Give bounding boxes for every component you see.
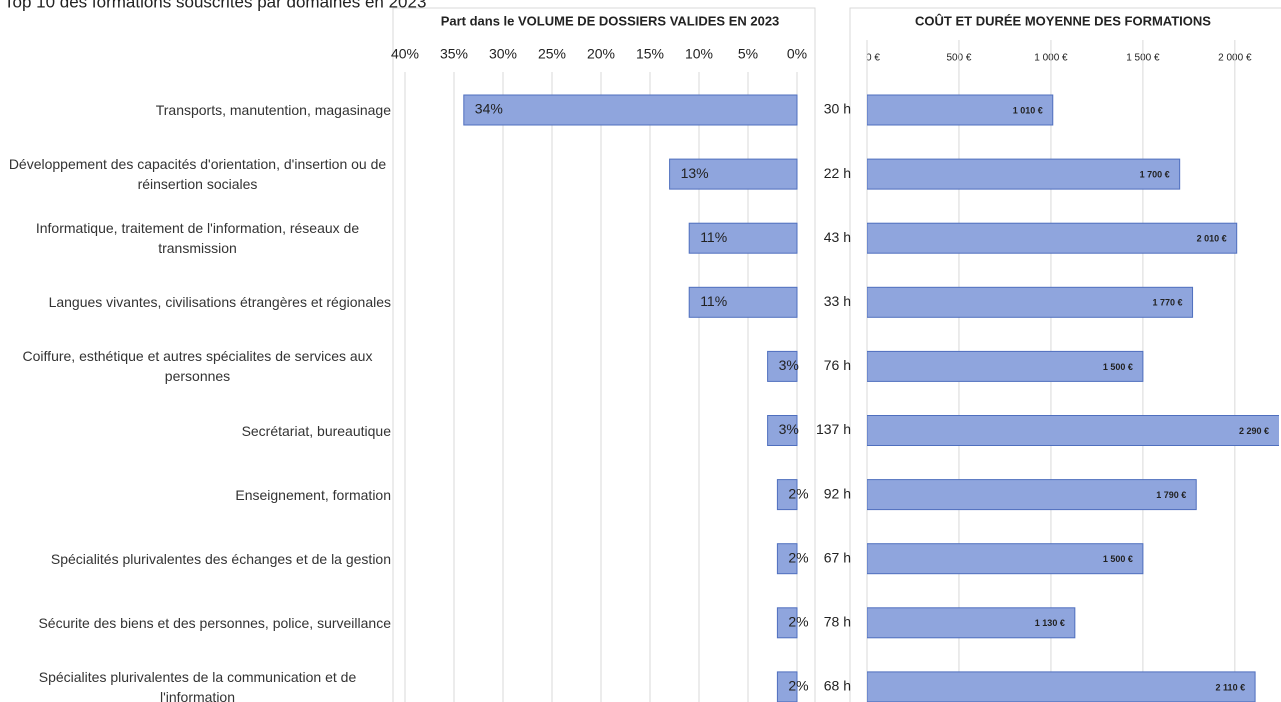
category-text: Spécialités plurivalentes des échanges e… [50, 550, 391, 567]
x-tick-label: 0% [787, 46, 807, 62]
bar [767, 350, 798, 382]
duration-label: 76 h [824, 357, 851, 373]
data-label: 2 290 € [1239, 426, 1269, 436]
bar [776, 607, 798, 639]
data-label: 1 790 € [1156, 490, 1186, 500]
x-tick-label: 10% [685, 46, 713, 62]
duration-label: 22 h [824, 165, 851, 181]
duration-label: 78 h [824, 614, 851, 630]
duration-label: 67 h [824, 549, 851, 565]
data-label: 1 700 € [1140, 169, 1170, 179]
data-label: 11% [700, 293, 727, 309]
chart-title: Part dans le VOLUME DE DOSSIERS VALIDES … [441, 13, 780, 28]
category-label: Coiffure, esthétique et autres spécialit… [4, 346, 391, 386]
category-label: Enseignement, formation [4, 485, 391, 505]
bar [776, 479, 798, 511]
category-label: Spécialités plurivalentes des échanges e… [4, 549, 391, 569]
bar [867, 543, 1144, 575]
duration-label: 92 h [824, 485, 851, 501]
duration-label: 43 h [824, 229, 851, 245]
category-label: Informatique, traitement de l'informatio… [4, 218, 391, 258]
data-label: 2% [788, 678, 808, 694]
category-text: Langues vivantes, civilisations étrangèr… [48, 294, 391, 311]
data-label: 2% [788, 485, 808, 501]
data-label: 13% [681, 165, 709, 181]
bar [669, 158, 798, 190]
data-label: 34% [475, 101, 503, 117]
category-text: Transports, manutention, magasinage [155, 102, 391, 118]
x-tick-label: 5% [738, 46, 758, 62]
data-label: 1 770 € [1153, 298, 1183, 308]
data-label: 1 500 € [1103, 362, 1133, 372]
duration-label: 137 h [816, 421, 851, 437]
bar [767, 415, 798, 446]
page-title: Top 10 des formations souscrites par dom… [4, 0, 426, 11]
data-label: 2% [788, 549, 808, 565]
data-label: 1 010 € [1013, 105, 1043, 115]
bar [776, 543, 798, 575]
category-text: Secrétariat, bureautique [241, 422, 391, 439]
plot-area: 1 010 € 1 700 € 2 010 € 1 770 € 1 500 € 2 290… [867, 94, 1279, 702]
data-label: 2 010 € [1197, 234, 1227, 244]
bar [867, 158, 1181, 190]
panel-frame [849, 7, 1281, 702]
bar [867, 94, 1054, 126]
category-label: Sécurite des biens et des personnes, pol… [4, 613, 391, 633]
bar [867, 222, 1238, 254]
category-text: Développement des capacités d'orientatio… [8, 156, 387, 193]
data-label: 2% [788, 614, 808, 630]
duration-label: 30 h [824, 101, 851, 117]
bar [463, 94, 798, 126]
category-label: Secrétariat, bureautique [4, 421, 391, 441]
category-label: Développement des capacités d'orientatio… [4, 154, 391, 194]
data-label: 3% [779, 357, 799, 373]
category-text: Informatique, traitement de l'informatio… [35, 220, 360, 257]
chart-title: COÛT ET DURÉE MOYENNE DES FORMATIONS [915, 13, 1211, 28]
category-text: Coiffure, esthétique et autres spécialit… [22, 348, 373, 385]
category-label: Spécialites plurivalentes de la communic… [4, 667, 391, 702]
bar [867, 479, 1197, 511]
bar [867, 350, 1144, 382]
category-text: Spécialites plurivalentes de la communic… [38, 668, 357, 702]
x-tick-label: 35% [440, 46, 468, 62]
data-label: 1 130 € [1035, 618, 1065, 628]
data-label: 2 110 € [1216, 682, 1246, 692]
bar [867, 607, 1076, 639]
x-tick-label: 40% [391, 46, 419, 62]
category-label: Langues vivantes, civilisations étrangèr… [4, 292, 391, 312]
x-tick-label: 0 € [866, 53, 880, 64]
x-tick-label: 30% [489, 46, 517, 62]
bar [867, 415, 1279, 446]
category-label: Transports, manutention, magasinage [4, 100, 391, 120]
bar [688, 222, 798, 254]
bar [867, 286, 1194, 318]
data-label: 1 500 € [1103, 554, 1133, 564]
bar [688, 286, 798, 318]
bar [867, 671, 1256, 702]
duration-label: 33 h [824, 293, 851, 309]
category-text: Sécurite des biens et des personnes, pol… [38, 614, 391, 631]
data-label: 3% [779, 421, 799, 437]
panel-frame [392, 7, 816, 702]
x-tick-label: 15% [636, 46, 664, 62]
x-tick-label: 20% [587, 46, 615, 62]
data-label: 11% [700, 229, 727, 245]
category-text: Enseignement, formation [235, 486, 391, 503]
x-tick-label: 25% [538, 46, 566, 62]
duration-label: 68 h [824, 678, 851, 694]
